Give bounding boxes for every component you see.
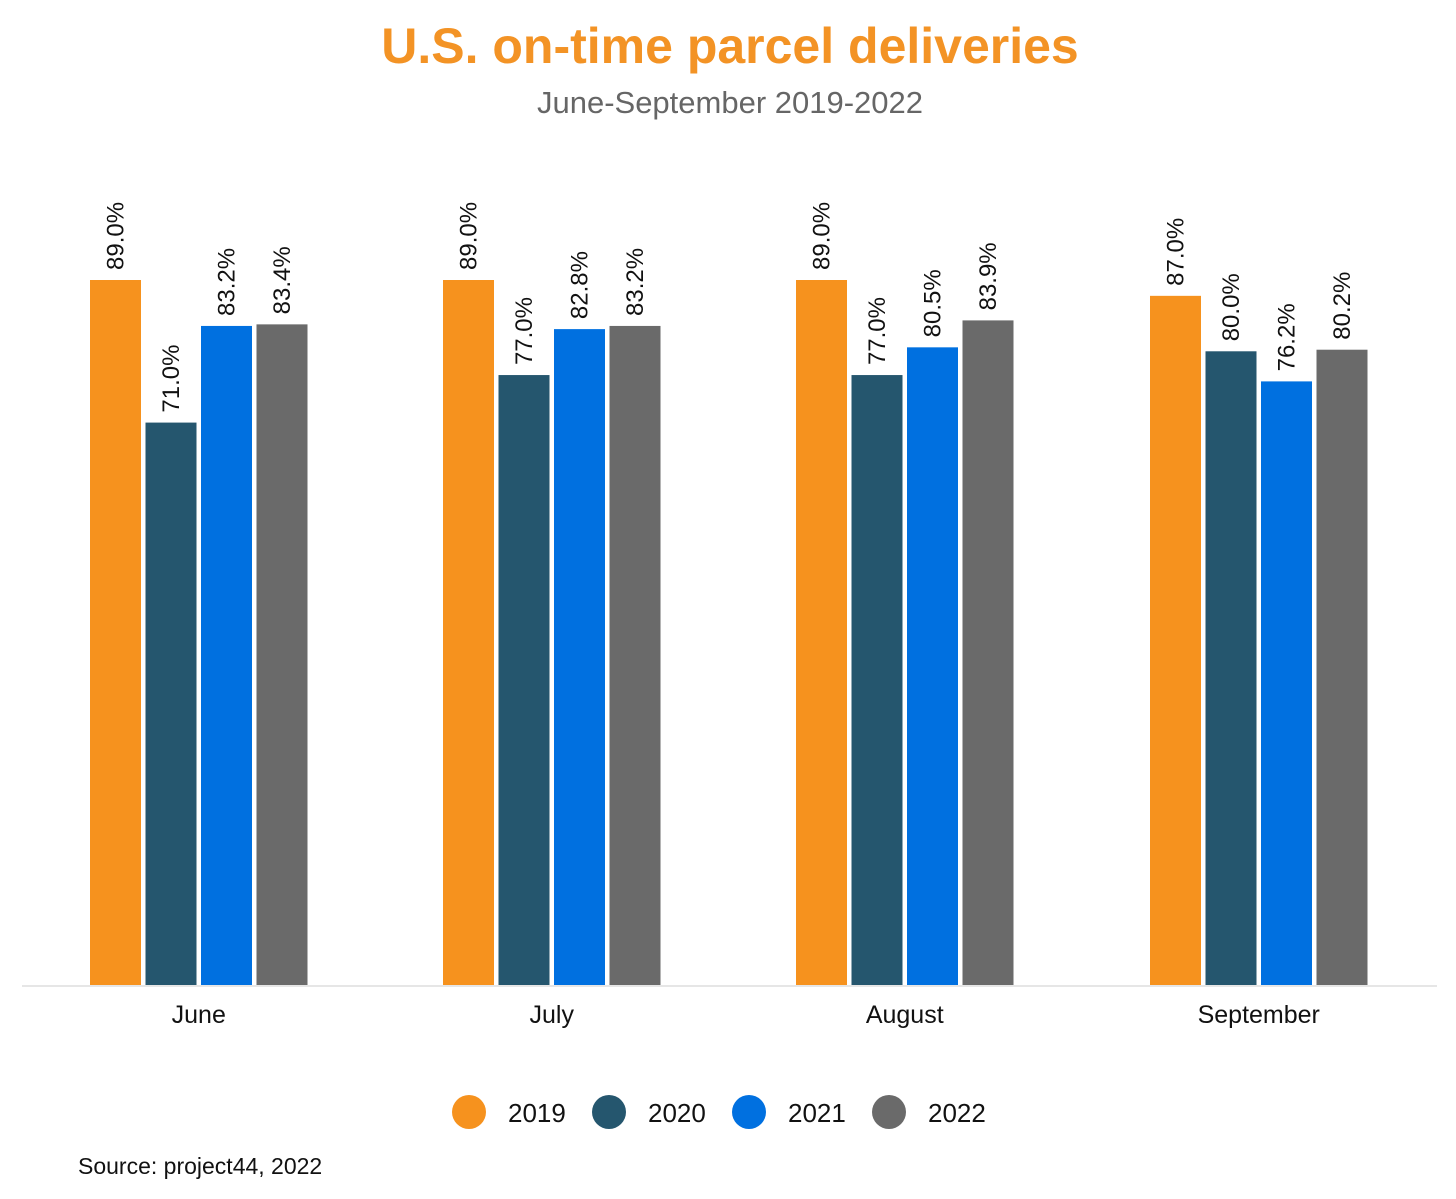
x-tick-label: September: [1198, 1001, 1320, 1029]
data-label: 77.0%: [864, 297, 891, 365]
data-label: 77.0%: [511, 297, 538, 365]
legend-label: 2019: [508, 1098, 566, 1128]
data-label: 82.8%: [567, 251, 594, 319]
x-tick-label: June: [172, 1001, 226, 1029]
data-label: 80.2%: [1329, 272, 1356, 340]
legend-marker-2020: [592, 1095, 626, 1129]
chart-title: U.S. on-time parcel deliveries: [381, 18, 1079, 74]
data-label: 87.0%: [1163, 218, 1190, 286]
data-label: 89.0%: [809, 202, 836, 270]
bar-2019-june: [90, 280, 141, 985]
data-label: 83.2%: [214, 248, 241, 316]
bar-2022-july: [609, 325, 661, 985]
bar-2020-august: [851, 375, 903, 986]
data-label: 76.2%: [1274, 303, 1301, 371]
bar-2021-july: [554, 329, 605, 985]
x-tick-label: July: [530, 1001, 575, 1029]
bar-2019-july: [443, 280, 494, 985]
bars-layer: 89.0% 71.0% 83.2% 83.4% 89.0% 77.0% 82.8% 83.2%…: [90, 202, 1368, 986]
legend-label: 2022: [928, 1098, 986, 1128]
chart-subtitle: June-September 2019-2022: [537, 85, 923, 120]
data-label: 83.9%: [975, 242, 1002, 310]
bar-2019-september: [1150, 295, 1201, 986]
data-label: 80.0%: [1218, 273, 1245, 341]
bar-2021-september: [1261, 381, 1312, 985]
bar-2020-july: [498, 375, 550, 986]
data-label: 83.2%: [622, 248, 649, 316]
source-note: Source: project44, 2022: [78, 1153, 322, 1179]
bar-2020-september: [1205, 351, 1257, 986]
bar-2021-june: [201, 325, 252, 985]
bar-2021-august: [907, 347, 958, 986]
legend-label: 2021: [788, 1098, 846, 1128]
data-label: 71.0%: [158, 345, 185, 413]
bar-2022-september: [1316, 349, 1368, 985]
bar-2019-august: [796, 280, 847, 985]
data-label: 83.4%: [269, 246, 296, 314]
data-label: 89.0%: [103, 202, 130, 270]
legend-marker-2019: [452, 1095, 486, 1129]
bar-2022-august: [962, 320, 1014, 985]
x-axis-ticks: June July August September: [172, 1001, 1320, 1029]
bar-2020-june: [145, 422, 197, 986]
legend-marker-2022: [872, 1095, 906, 1129]
data-label: 80.5%: [920, 269, 947, 337]
x-tick-label: August: [866, 1001, 944, 1029]
data-label: 89.0%: [456, 202, 483, 270]
legend: 2019 2020 2021 2022: [452, 1095, 986, 1129]
legend-label: 2020: [648, 1098, 706, 1128]
bar-2022-june: [256, 324, 308, 985]
legend-marker-2021: [732, 1095, 766, 1129]
